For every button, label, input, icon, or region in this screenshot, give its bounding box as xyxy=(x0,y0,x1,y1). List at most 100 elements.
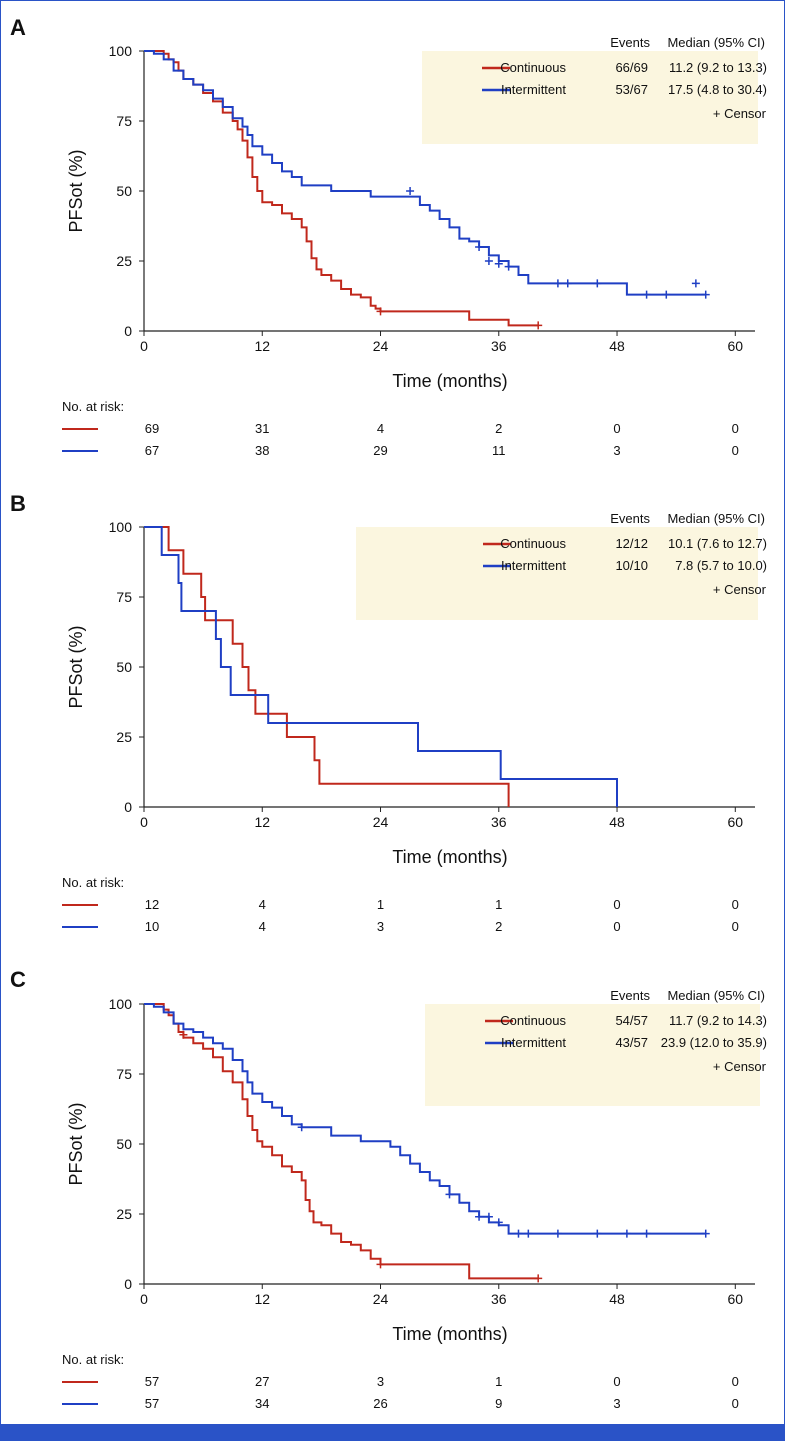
x-tick-label: 24 xyxy=(373,814,389,830)
risk-count-continuous: 1 xyxy=(495,897,502,912)
legend-censor-note: + Censor xyxy=(713,1059,767,1074)
y-tick-label: 25 xyxy=(116,1206,132,1222)
x-tick-label: 36 xyxy=(491,814,507,830)
censor-mark-intermittent xyxy=(475,243,484,251)
censor-mark-intermittent xyxy=(593,279,602,288)
censor-mark-intermittent xyxy=(514,1229,523,1238)
y-tick-label: 0 xyxy=(124,323,132,339)
censor-mark-intermittent xyxy=(494,1218,503,1227)
risk-table-label: No. at risk: xyxy=(62,399,124,414)
legend-header-median: Median (95% CI) xyxy=(667,988,765,1003)
risk-count-continuous: 57 xyxy=(145,1374,159,1389)
legend-events-intermittent: 43/57 xyxy=(615,1035,648,1050)
risk-count-continuous: 69 xyxy=(145,421,159,436)
legend-box xyxy=(422,51,758,144)
km-panel-c: C Events Median (95% CI) Continuous 54/57 11.… xyxy=(10,967,767,1411)
censor-mark-intermittent xyxy=(484,257,493,265)
km-panel-a: A Events Median (95% CI) Continuous 66/69 11.… xyxy=(10,15,767,458)
risk-count-continuous: 4 xyxy=(377,421,384,436)
risk-count-continuous: 3 xyxy=(377,1374,384,1389)
y-tick-label: 50 xyxy=(116,659,132,675)
risk-count-intermittent: 4 xyxy=(259,919,266,934)
legend-median-continuous: 11.2 (9.2 to 13.3) xyxy=(669,60,767,75)
censor-mark-intermittent xyxy=(297,1123,306,1132)
risk-count-continuous: 0 xyxy=(732,897,739,912)
legend-header-median: Median (95% CI) xyxy=(667,511,765,526)
risk-count-intermittent: 38 xyxy=(255,443,269,458)
risk-count-intermittent: 29 xyxy=(373,443,387,458)
risk-count-intermittent: 9 xyxy=(495,1396,502,1411)
censor-mark-intermittent xyxy=(622,1229,631,1238)
legend-name-continuous: Continuous xyxy=(500,1013,566,1028)
legend-name-intermittent: Intermittent xyxy=(501,82,566,97)
legend-header-events: Events xyxy=(610,988,650,1003)
y-tick-label: 0 xyxy=(124,1276,132,1292)
risk-count-intermittent: 0 xyxy=(613,919,620,934)
x-tick-label: 24 xyxy=(373,338,389,354)
y-tick-label: 75 xyxy=(116,589,132,605)
y-tick-label: 25 xyxy=(116,729,132,745)
panel-label: C xyxy=(10,967,26,992)
risk-count-continuous: 4 xyxy=(259,897,266,912)
legend-events-continuous: 54/57 xyxy=(615,1013,648,1028)
censor-mark-continuous xyxy=(376,307,385,316)
risk-count-continuous: 12 xyxy=(145,897,159,912)
censor-mark-intermittent xyxy=(553,1229,562,1238)
x-tick-label: 0 xyxy=(140,1291,148,1307)
legend-header-events: Events xyxy=(610,35,650,50)
censor-mark-intermittent xyxy=(475,1212,484,1221)
y-tick-label: 25 xyxy=(116,253,132,269)
x-tick-label: 60 xyxy=(728,338,744,354)
risk-count-intermittent: 0 xyxy=(732,1396,739,1411)
legend-median-continuous: 11.7 (9.2 to 14.3) xyxy=(669,1013,767,1028)
x-tick-label: 0 xyxy=(140,338,148,354)
censor-mark-intermittent xyxy=(553,279,562,288)
panel-label: B xyxy=(10,491,26,516)
risk-count-intermittent: 57 xyxy=(145,1396,159,1411)
risk-count-continuous: 0 xyxy=(732,421,739,436)
y-tick-label: 50 xyxy=(116,1136,132,1152)
x-tick-label: 36 xyxy=(491,338,507,354)
y-tick-label: 100 xyxy=(109,519,133,535)
y-tick-label: 75 xyxy=(116,113,132,129)
x-tick-label: 0 xyxy=(140,814,148,830)
x-axis-label: Time (months) xyxy=(392,1324,507,1344)
legend-box xyxy=(425,1004,760,1106)
censor-mark-intermittent xyxy=(406,187,415,195)
censor-mark-intermittent xyxy=(701,290,710,299)
legend-median-intermittent: 17.5 (4.8 to 30.4) xyxy=(668,82,767,97)
legend-name-intermittent: Intermittent xyxy=(501,558,566,573)
bottom-bar xyxy=(0,1424,785,1441)
x-axis-label: Time (months) xyxy=(392,371,507,391)
censor-mark-continuous xyxy=(534,1274,543,1283)
risk-count-continuous: 0 xyxy=(732,1374,739,1389)
risk-count-continuous: 2 xyxy=(495,421,502,436)
censor-mark-intermittent xyxy=(593,1229,602,1238)
legend-events-continuous: 66/69 xyxy=(615,60,648,75)
censor-mark-intermittent xyxy=(494,259,503,268)
legend-censor-note: + Censor xyxy=(713,582,767,597)
censor-mark-intermittent xyxy=(642,1229,651,1238)
risk-count-intermittent: 10 xyxy=(145,919,159,934)
km-curve-intermittent xyxy=(144,526,618,807)
y-axis-label: PFSot (%) xyxy=(66,149,86,232)
risk-count-continuous: 27 xyxy=(255,1374,269,1389)
risk-count-intermittent: 11 xyxy=(492,443,506,458)
risk-count-intermittent: 0 xyxy=(732,443,739,458)
legend-median-intermittent: 23.9 (12.0 to 35.9) xyxy=(661,1035,767,1050)
y-tick-label: 0 xyxy=(124,799,132,815)
risk-count-intermittent: 67 xyxy=(145,443,159,458)
legend-header-median: Median (95% CI) xyxy=(667,35,765,50)
km-panel-b: B Events Median (95% CI) Continuous 12/12 10.… xyxy=(10,491,767,934)
risk-count-intermittent: 3 xyxy=(377,919,384,934)
censor-mark-intermittent xyxy=(563,279,572,288)
censor-mark-intermittent xyxy=(691,279,700,288)
km-curve-intermittent xyxy=(144,50,706,296)
censor-mark-intermittent xyxy=(524,1229,533,1238)
censor-mark-intermittent xyxy=(504,262,513,271)
x-tick-label: 48 xyxy=(609,814,625,830)
y-tick-label: 50 xyxy=(116,183,132,199)
legend-name-continuous: Continuous xyxy=(500,536,566,551)
risk-count-continuous: 0 xyxy=(613,897,620,912)
